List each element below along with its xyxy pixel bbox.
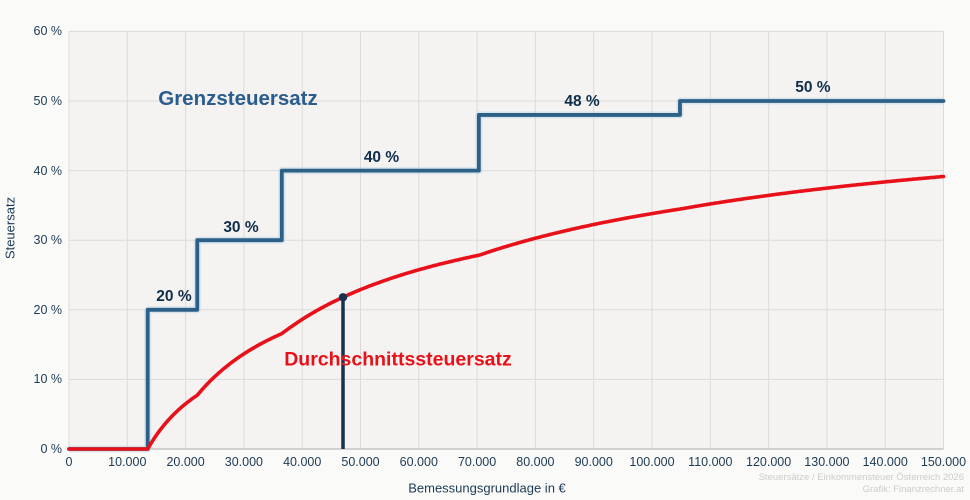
series-label-durchschnittssteuersatz: Durchschnittssteuersatz xyxy=(284,348,512,371)
y-axis-title: Steuersatz xyxy=(2,196,18,260)
step-rate-label: 20 % xyxy=(156,288,192,306)
attribution-line1: Steuersätze / Einkommensteuer Österreich… xyxy=(758,472,964,483)
step-rate-label: 30 % xyxy=(223,219,259,237)
y-tick-label: 50 % xyxy=(33,94,63,108)
step-rate-label: 48 % xyxy=(564,93,600,111)
x-tick-label: 20.000 xyxy=(166,455,205,469)
marginal-rate-step-line xyxy=(67,99,946,451)
x-tick-label: 40.000 xyxy=(283,455,322,469)
attribution: Steuersätze / Einkommensteuer Österreich… xyxy=(759,472,964,495)
x-tick-label: 100.000 xyxy=(629,455,675,469)
attribution-line2: Grafik: Finanzrechner.at xyxy=(862,483,964,495)
y-tick-label: 20 % xyxy=(33,302,63,317)
x-tick-label: 130.000 xyxy=(804,455,850,469)
x-tick-label: 0 xyxy=(65,455,73,469)
x-tick-label: 10.000 xyxy=(108,455,147,469)
x-tick-label: 110.000 xyxy=(688,455,733,469)
x-tick-label: 50.000 xyxy=(341,455,380,469)
x-tick-label: 150.000 xyxy=(920,455,967,469)
y-tick-label: 30 % xyxy=(33,233,63,248)
marker-dot xyxy=(338,293,348,302)
x-tick-label: 120.000 xyxy=(746,455,792,469)
x-tick-label: 70.000 xyxy=(457,455,497,469)
x-tick-label: 90.000 xyxy=(574,455,613,469)
y-tick-label: 60 % xyxy=(33,24,63,39)
series-label-grenzsteuersatz: Grenzsteuersatz xyxy=(158,87,318,110)
x-tick-label: 80.000 xyxy=(516,455,555,469)
step-rate-label: 40 % xyxy=(363,149,400,167)
step-rate-label: 50 % xyxy=(795,78,831,96)
y-tick-label: 40 % xyxy=(33,163,63,178)
x-axis-title: Bemessungsgrundlage in € xyxy=(408,480,566,496)
x-tick-label: 30.000 xyxy=(224,455,264,469)
y-tick-label: 0 % xyxy=(40,442,62,456)
x-tick-label: 140.000 xyxy=(862,455,908,469)
average-rate-curve xyxy=(67,174,946,451)
x-tick-label: 60.000 xyxy=(399,455,438,469)
y-tick-label: 10 % xyxy=(33,372,63,387)
